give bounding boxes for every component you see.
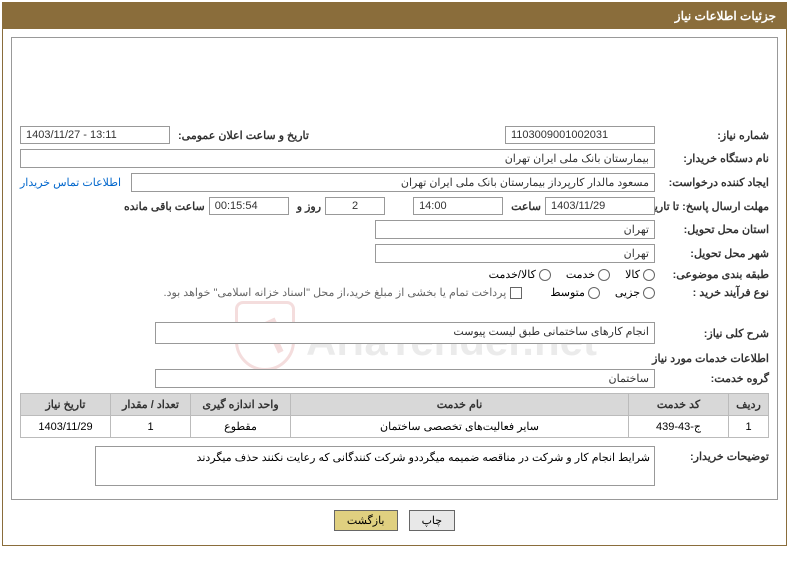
province-value: تهران — [375, 220, 655, 239]
time-label: ساعت — [507, 200, 541, 213]
radio-service[interactable]: خدمت — [566, 268, 610, 281]
radio-medium-label: متوسط — [550, 286, 585, 299]
form-box: AriaTender.net شماره نیاز: 1103009001002… — [11, 37, 778, 500]
req-no-label: شماره نیاز: — [659, 129, 769, 142]
print-button[interactable]: چاپ — [409, 510, 456, 531]
td-unit: مقطوع — [191, 416, 291, 438]
service-info-label: اطلاعات خدمات مورد نیاز — [20, 352, 769, 365]
td-name: سایر فعالیت‌های تخصصی ساختمان — [291, 416, 629, 438]
days-and-label: روز و — [293, 200, 321, 213]
payment-note: پرداخت تمام یا بخشی از مبلغ خرید،از محل … — [164, 286, 507, 299]
back-button[interactable]: بازگشت — [334, 510, 398, 531]
td-date: 1403/11/29 — [21, 416, 111, 438]
service-group-label: گروه خدمت: — [659, 372, 769, 385]
subject-class-radios: کالا خدمت کالا/خدمت — [489, 268, 655, 281]
th-date: تاریخ نیاز — [21, 394, 111, 416]
th-name: نام خدمت — [291, 394, 629, 416]
buyer-org-value: بیمارستان بانک ملی ایران تهران — [20, 149, 655, 168]
general-desc-value: انجام کارهای ساختمانی طبق لیست پیوست — [155, 322, 655, 344]
table-header-row: ردیف کد خدمت نام خدمت واحد اندازه گیری ت… — [21, 394, 769, 416]
deadline-label: مهلت ارسال پاسخ: تا تاریخ: — [659, 200, 769, 213]
radio-goods[interactable]: کالا — [625, 268, 655, 281]
city-value: تهران — [375, 244, 655, 263]
requester-value: مسعود مالدار کارپرداز بیمارستان بانک ملی… — [131, 173, 655, 192]
announce-dt-label: تاریخ و ساعت اعلان عمومی: — [174, 129, 309, 142]
th-qty: تعداد / مقدار — [111, 394, 191, 416]
radio-medium[interactable]: متوسط — [550, 286, 600, 299]
table-row: 1 ج-43-439 سایر فعالیت‌های تخصصی ساختمان… — [21, 416, 769, 438]
radio-minor-label: جزیی — [615, 286, 640, 299]
panel-header: جزئیات اطلاعات نیاز — [3, 3, 786, 29]
payment-checkbox[interactable] — [510, 287, 522, 299]
td-code: ج-43-439 — [629, 416, 729, 438]
radio-goods-label: کالا — [625, 268, 640, 281]
radio-both-label: کالا/خدمت — [489, 268, 536, 281]
time-left-label: ساعت باقی مانده — [120, 200, 205, 213]
buyer-notes-value: شرایط انجام کار و شرکت در مناقصه ضمیمه م… — [95, 446, 655, 486]
requester-label: ایجاد کننده درخواست: — [659, 176, 769, 189]
th-code: کد خدمت — [629, 394, 729, 416]
buyer-notes-label: توضیحات خریدار: — [659, 446, 769, 463]
province-label: استان محل تحویل: — [659, 223, 769, 236]
radio-minor[interactable]: جزیی — [615, 286, 655, 299]
th-unit: واحد اندازه گیری — [191, 394, 291, 416]
service-group-value: ساختمان — [155, 369, 655, 388]
button-bar: چاپ بازگشت — [11, 500, 778, 537]
radio-both[interactable]: کالا/خدمت — [489, 268, 551, 281]
city-label: شهر محل تحویل: — [659, 247, 769, 260]
deadline-time-value: 14:00 — [413, 197, 503, 215]
contact-link[interactable]: اطلاعات تماس خریدار — [20, 176, 127, 189]
services-table: ردیف کد خدمت نام خدمت واحد اندازه گیری ت… — [20, 393, 769, 438]
td-qty: 1 — [111, 416, 191, 438]
purchase-type-radios: جزیی متوسط — [550, 286, 655, 299]
countdown-value: 00:15:54 — [209, 197, 289, 215]
deadline-date-value: 1403/11/29 — [545, 197, 655, 215]
purchase-type-label: نوع فرآیند خرید : — [659, 286, 769, 299]
subject-class-label: طبقه بندی موضوعی: — [659, 268, 769, 281]
radio-service-label: خدمت — [566, 268, 595, 281]
announce-dt-value: 1403/11/27 - 13:11 — [20, 126, 170, 144]
panel-content: AriaTender.net شماره نیاز: 1103009001002… — [3, 29, 786, 545]
main-panel: جزئیات اطلاعات نیاز AriaTender.net شماره… — [2, 2, 787, 546]
days-left-value: 2 — [325, 197, 385, 215]
td-row: 1 — [729, 416, 769, 438]
th-row: ردیف — [729, 394, 769, 416]
req-no-value: 1103009001002031 — [505, 126, 655, 144]
general-desc-label: شرح کلی نیاز: — [659, 327, 769, 340]
buyer-org-label: نام دستگاه خریدار: — [659, 152, 769, 165]
